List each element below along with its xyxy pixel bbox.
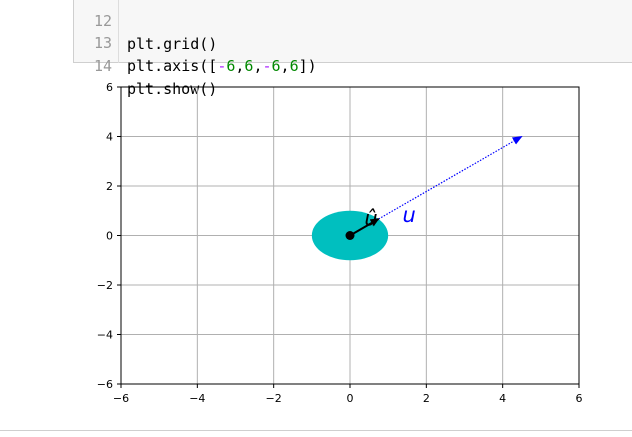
code-cell[interactable]: 12 plt.grid() 13 plt.axis([-6,6,-6,6]) 1… — [73, 0, 632, 98]
y-tick-label: 4 — [106, 131, 113, 144]
cell-output: u û −6 −4 −2 0 2 4 6 −6 −4 −2 0 2 4 6 — [73, 64, 632, 430]
vector-label: u — [403, 203, 416, 227]
y-tick-label: 2 — [106, 180, 113, 193]
code-line: 12 plt.grid() — [74, 0, 217, 53]
code-text: plt.axis([-6,6,-6,6]) — [127, 57, 317, 75]
line-number: 14 — [93, 57, 112, 75]
x-tick-label: −2 — [266, 392, 282, 405]
y-tick-label: 6 — [106, 81, 113, 94]
cell-separator — [0, 430, 632, 431]
x-tick-label: 2 — [423, 392, 430, 405]
code-line: 13 plt.axis([-6,6,-6,6]) — [74, 9, 317, 75]
code-text: plt.grid() — [127, 35, 218, 53]
x-tick-label: −6 — [113, 392, 129, 405]
vector-plot: u û −6 −4 −2 0 2 4 6 −6 −4 −2 0 2 4 6 — [97, 81, 583, 405]
y-tick-label: −4 — [97, 329, 113, 342]
code-text: plt.show() — [127, 80, 218, 98]
y-tick-label: −6 — [97, 378, 113, 391]
x-tick-label: 4 — [499, 392, 506, 405]
vector-label: û — [364, 207, 377, 231]
gutter-divider — [118, 0, 119, 63]
x-tick-label: 0 — [347, 392, 354, 405]
x-tick-label: −4 — [189, 392, 205, 405]
x-tick-label: 6 — [576, 392, 583, 405]
vector-arrow — [349, 218, 380, 237]
line-number: 12 — [93, 12, 112, 30]
y-tick-label: 0 — [106, 230, 113, 243]
code-line: 14 plt.show() — [74, 32, 217, 98]
origin-point — [345, 231, 355, 240]
line-number: 13 — [93, 34, 112, 52]
y-tick-label: −2 — [97, 279, 113, 292]
